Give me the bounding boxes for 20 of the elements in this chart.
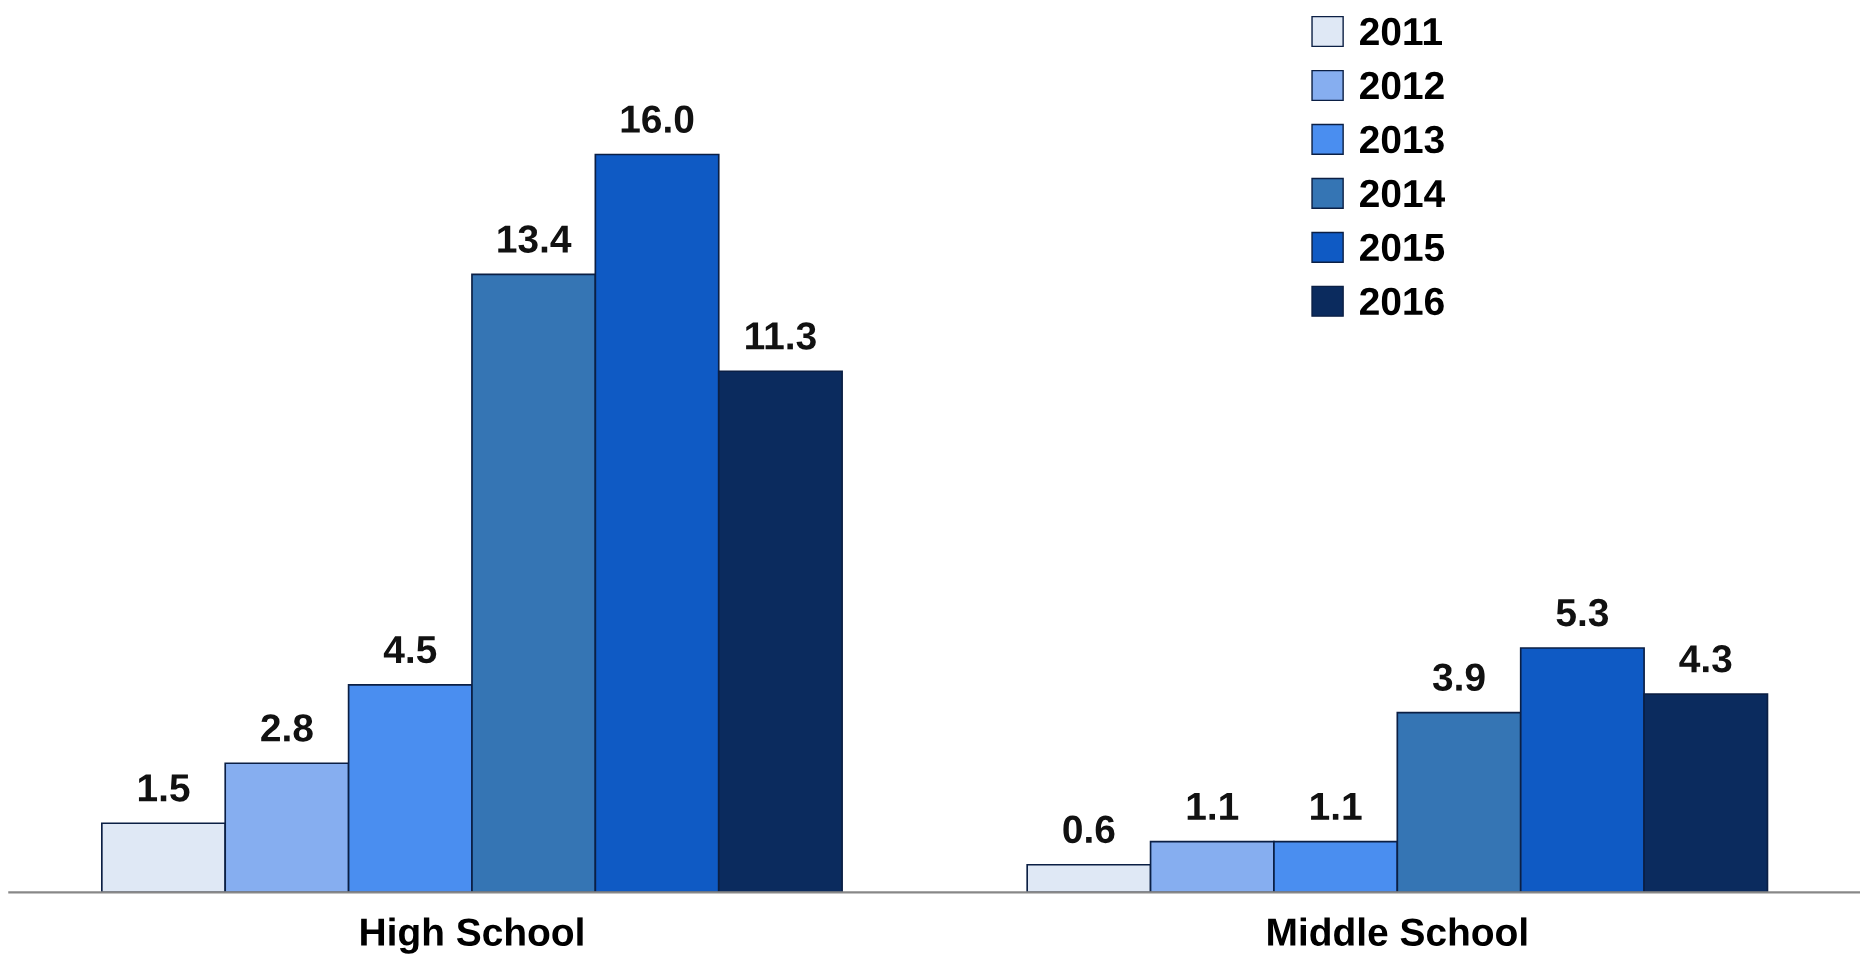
data-label: 5.3 [1556, 598, 1609, 627]
data-label: 3.9 [1432, 663, 1485, 692]
legend-label: 2011 [1360, 17, 1442, 46]
x-tick-label: High School [361, 917, 583, 954]
data-label: 13.4 [498, 225, 572, 253]
data-label: 0.6 [1063, 815, 1115, 844]
data-label: 2.8 [261, 714, 313, 742]
data-label: 1.1 [1311, 792, 1362, 820]
data-label: 11.3 [746, 322, 816, 350]
data-label: 1.5 [138, 774, 190, 802]
data-label: 16.0 [621, 105, 694, 133]
data-label: 1.1 [1187, 792, 1239, 820]
legend-label: 2016 [1360, 287, 1444, 316]
legend-label: 2015 [1360, 233, 1445, 262]
legend-label: 2013 [1360, 125, 1444, 154]
legend-label: 2012 [1360, 71, 1444, 100]
x-tick-label: Middle School [1268, 917, 1527, 946]
legend-label: 2014 [1360, 179, 1445, 208]
data-label: 4.5 [383, 636, 437, 664]
data-label: 4.3 [1679, 644, 1732, 673]
